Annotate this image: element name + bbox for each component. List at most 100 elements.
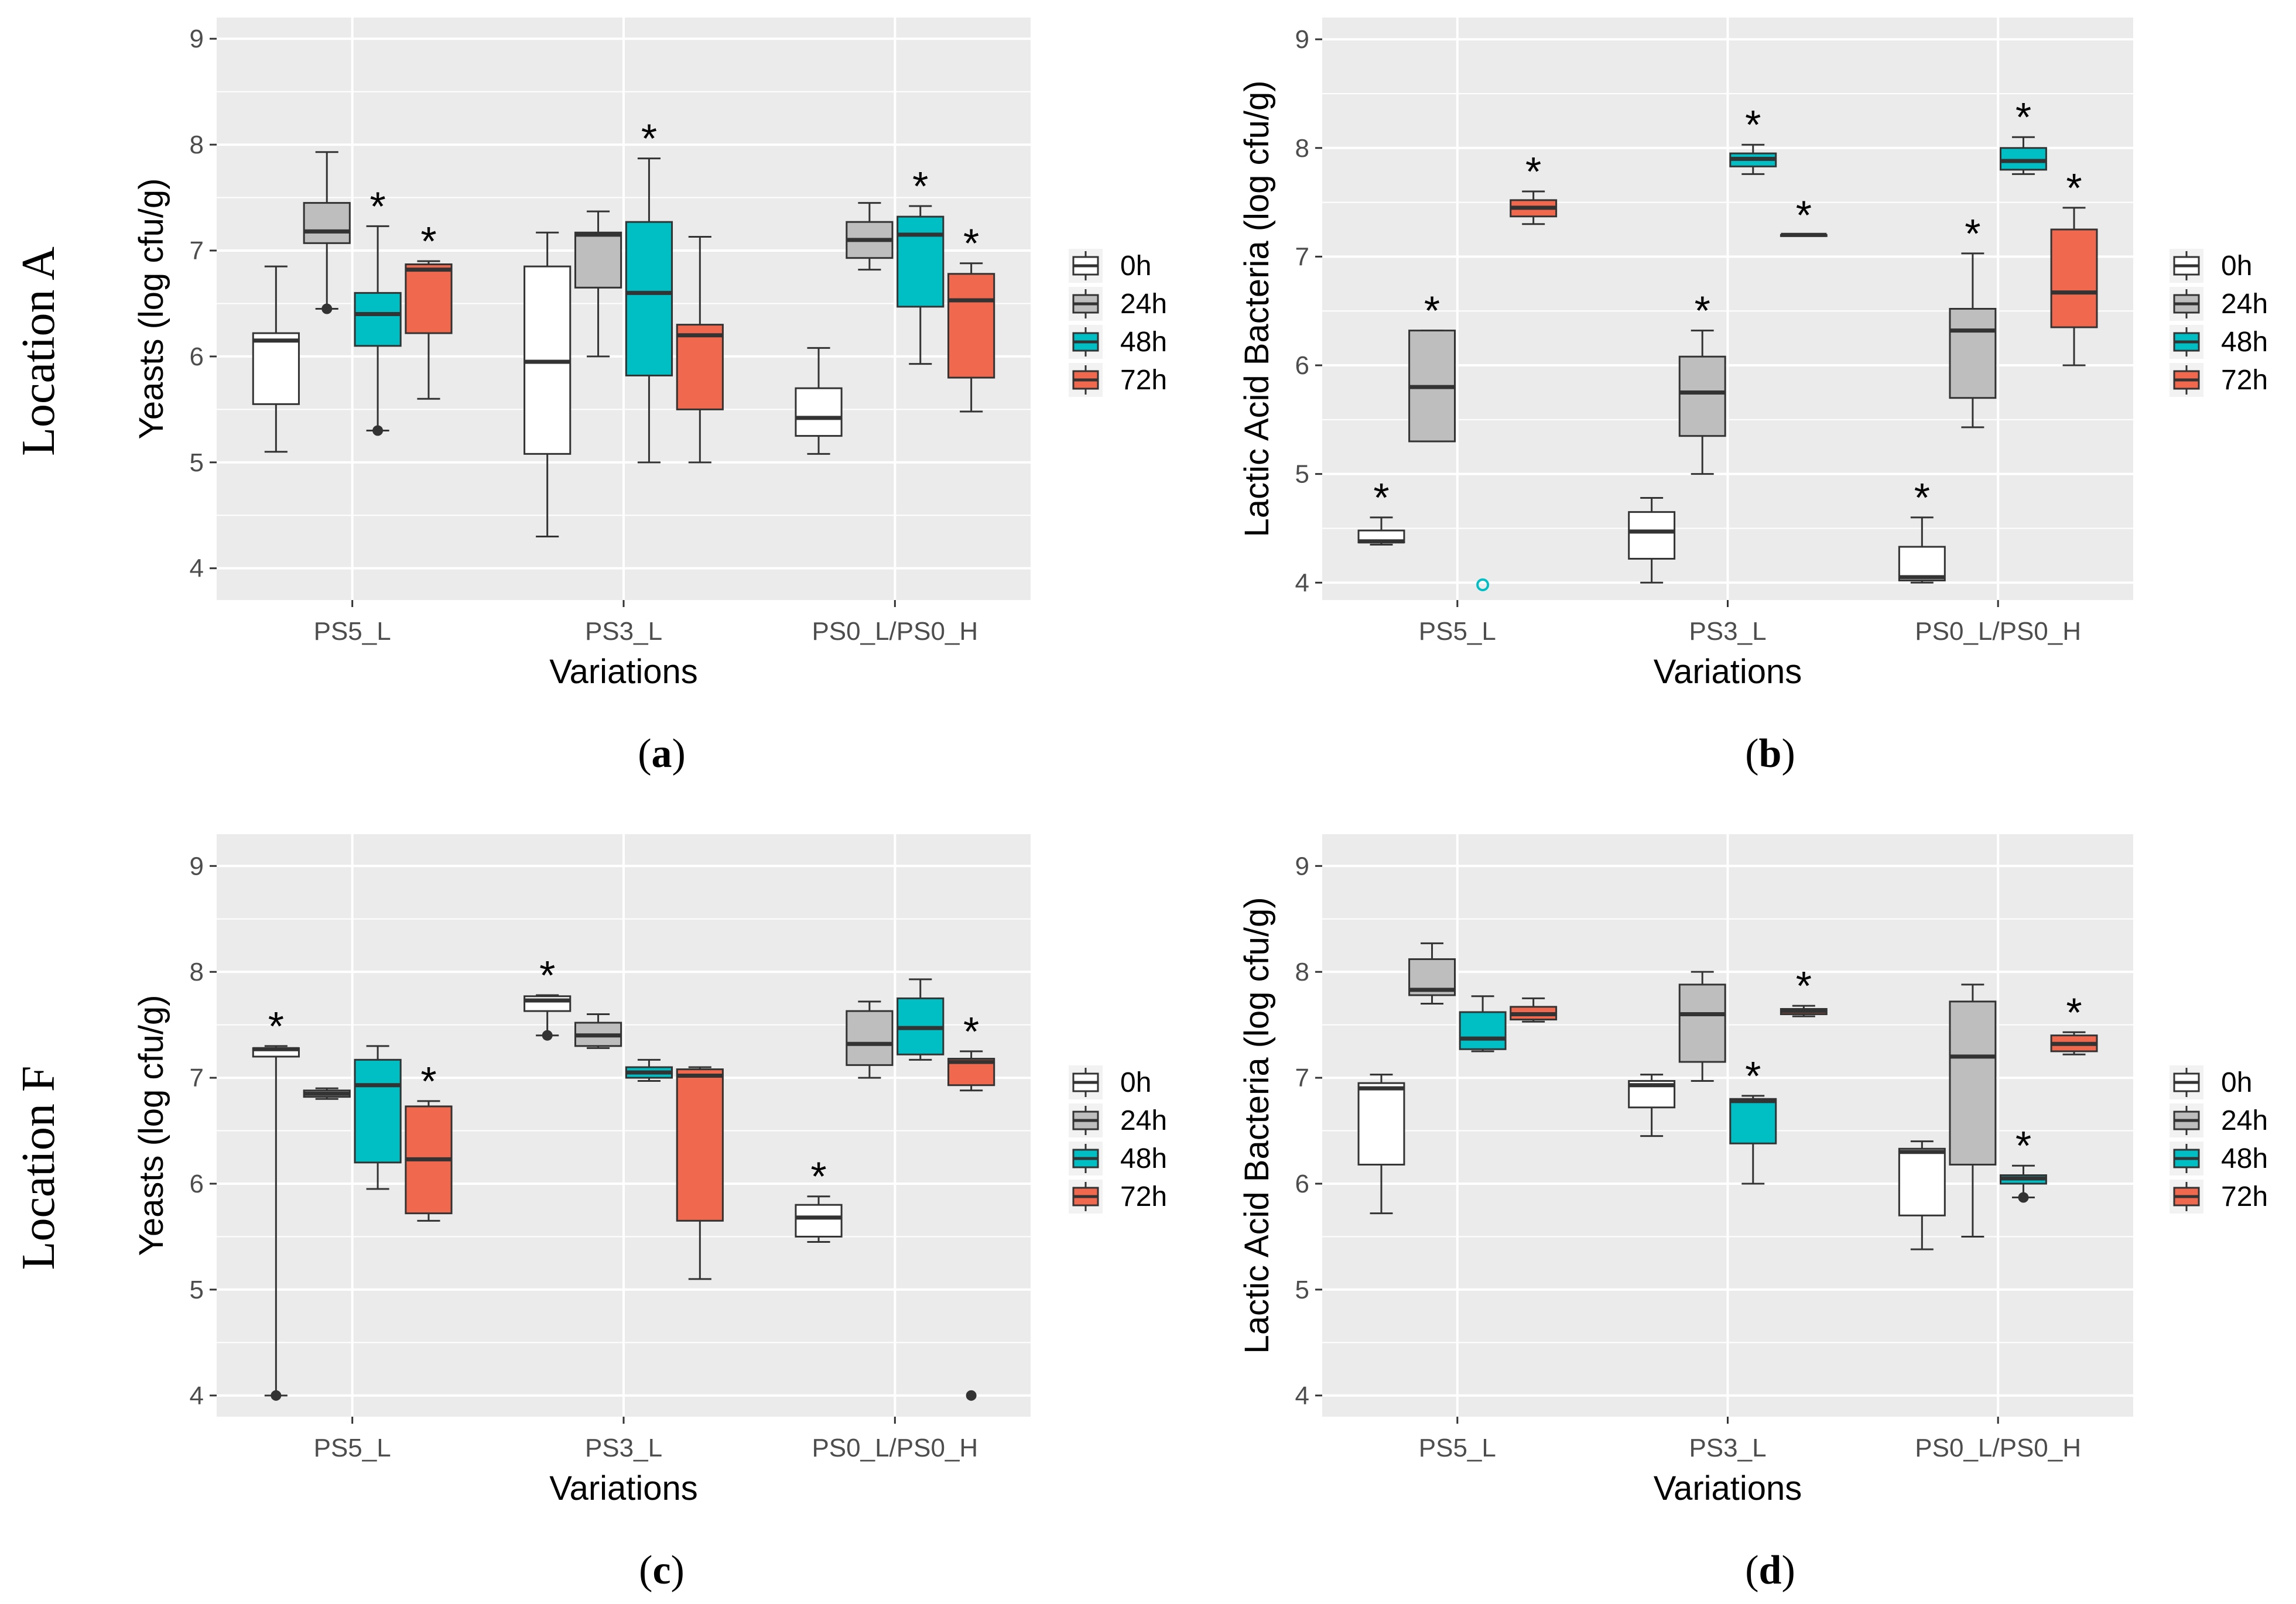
- x-axis-title: Variations: [1654, 1469, 1802, 1507]
- box-24h-PS5_L: [303, 1087, 351, 1100]
- box-iqr: [2050, 228, 2098, 328]
- y-tick-label: 7: [190, 1064, 204, 1092]
- caption-letter: c: [652, 1548, 670, 1593]
- box-iqr: [354, 292, 402, 347]
- x-axis-title: Variations: [549, 653, 698, 691]
- significance-star: *: [810, 1154, 826, 1199]
- y-tick-label: 6: [190, 342, 204, 371]
- panel-caption: (c): [639, 1548, 685, 1593]
- panel-caption: (b): [1745, 731, 1795, 776]
- x-tick-label: PS5_L: [1419, 617, 1496, 646]
- box-72h-PS5_L: *: [405, 1058, 453, 1222]
- panel-c: 4 5 6 7 8 9 PS5_L PS3_L PS0_L/PS0_H Variations Yea…: [132, 834, 1167, 1593]
- legend-label-48h: 48h: [1120, 1143, 1167, 1174]
- outlier-point: [2018, 1192, 2029, 1203]
- significance-star: *: [420, 1058, 436, 1104]
- significance-star: *: [641, 116, 657, 162]
- significance-star: *: [1373, 475, 1389, 520]
- significance-star: *: [2066, 165, 2082, 211]
- y-tick-label: 4: [190, 554, 204, 583]
- y-axis-title: Lactic Acid Bacteria (log cfu/g): [1238, 897, 1276, 1353]
- y-tick-label: 5: [190, 448, 204, 477]
- box-iqr: [846, 1010, 894, 1066]
- significance-star: *: [2066, 989, 2082, 1035]
- y-tick-label: 7: [190, 237, 204, 265]
- box-48h-PS3_L: *: [1729, 1053, 1777, 1185]
- significance-star: *: [1525, 149, 1541, 194]
- box-iqr: [676, 1068, 724, 1222]
- box-48h-PS0_L/PS0_H: *: [896, 163, 945, 365]
- box-iqr: [625, 221, 673, 376]
- box-24h-PS0_L/PS0_H: [846, 1000, 894, 1079]
- box-72h-PS5_L: [1510, 997, 1558, 1023]
- y-tick-label: 5: [1295, 460, 1309, 489]
- box-0h-PS3_L: *: [523, 952, 572, 1041]
- y-tick-label: 5: [190, 1276, 204, 1304]
- significance-star: *: [369, 183, 385, 229]
- box-24h-PS0_L/PS0_H: *: [1949, 211, 1997, 429]
- caption-close-paren: ): [1781, 1548, 1795, 1593]
- y-tick-label: 9: [190, 25, 204, 53]
- box-0h-PS0_L/PS0_H: [1898, 1140, 1946, 1250]
- significance-star: *: [963, 1009, 979, 1054]
- box-0h-PS5_L: *: [1357, 475, 1405, 546]
- y-tick-label: 8: [1295, 134, 1309, 163]
- caption-open-paren: (: [1745, 1548, 1758, 1593]
- x-tick-label: PS0_L/PS0_H: [812, 617, 978, 646]
- legend-label-48h: 48h: [2221, 1143, 2268, 1174]
- y-tick-label: 9: [1295, 25, 1309, 54]
- box-48h-PS3_L: [625, 1058, 673, 1082]
- y-tick-label: 8: [1295, 958, 1309, 986]
- box-72h-PS0_L/PS0_H: *: [947, 221, 995, 413]
- legend: 0h 24h 48h 72h: [2170, 1065, 2268, 1214]
- x-tick-label: PS0_L/PS0_H: [1915, 617, 2081, 646]
- box-iqr: [676, 324, 724, 410]
- y-axis-title: Lactic Acid Bacteria (log cfu/g): [1238, 80, 1276, 537]
- box-72h-PS3_L: *: [1780, 963, 1828, 1017]
- caption-open-paren: (: [1745, 731, 1758, 776]
- box-24h-PS3_L: [574, 1013, 622, 1049]
- caption-open-paren: (: [639, 1548, 652, 1593]
- significance-star: *: [1965, 211, 1980, 256]
- box-48h-PS3_L: *: [625, 116, 673, 464]
- legend: 0h 24h 48h 72h: [2170, 249, 2268, 397]
- legend-label-48h: 48h: [1120, 327, 1167, 358]
- outlier-point: [1476, 578, 1490, 592]
- outlier-point: [966, 1390, 977, 1401]
- box-48h-PS5_L: [354, 1045, 402, 1190]
- box-0h-PS0_L/PS0_H: *: [1898, 475, 1946, 584]
- box-iqr: [354, 1058, 402, 1164]
- box-iqr: [1678, 983, 1726, 1063]
- significance-star: *: [1695, 288, 1710, 334]
- legend-label-72h: 72h: [1120, 1181, 1167, 1212]
- legend-label-24h: 24h: [2221, 289, 2268, 320]
- box-48h-PS5_L: *: [354, 183, 402, 436]
- x-tick-label: PS3_L: [585, 1434, 662, 1462]
- y-tick-label: 8: [190, 131, 204, 159]
- outlier-point: [271, 1390, 282, 1401]
- x-axis-title: Variations: [549, 1469, 698, 1507]
- box-iqr: [1999, 147, 2047, 171]
- box-iqr: [1678, 355, 1726, 437]
- y-tick-label: 7: [1295, 1064, 1309, 1092]
- x-tick-label: PS0_L/PS0_H: [812, 1434, 978, 1462]
- caption-letter: d: [1759, 1548, 1782, 1593]
- y-tick-label: 4: [190, 1382, 204, 1410]
- x-axis-title: Variations: [1654, 653, 1802, 691]
- significance-star: *: [268, 1003, 284, 1049]
- y-tick-label: 9: [190, 852, 204, 880]
- box-24h-PS5_L: *: [1408, 288, 1456, 443]
- box-24h-PS0_L/PS0_H: [1949, 983, 1997, 1238]
- panel-caption: (d): [1745, 1548, 1795, 1593]
- legend: 0h 24h 48h 72h: [1069, 249, 1167, 397]
- y-tick-label: 9: [1295, 852, 1309, 880]
- box-72h-PS0_L/PS0_H: *: [2050, 165, 2098, 366]
- box-24h-PS3_L: [1678, 971, 1726, 1082]
- significance-star: *: [1796, 192, 1812, 238]
- significance-star: *: [912, 163, 928, 209]
- box-48h-PS5_L: [1459, 995, 1507, 1053]
- significance-star: *: [2016, 94, 2031, 140]
- legend: 0h 24h 48h 72h: [1069, 1065, 1167, 1214]
- outlier-point: [321, 303, 333, 314]
